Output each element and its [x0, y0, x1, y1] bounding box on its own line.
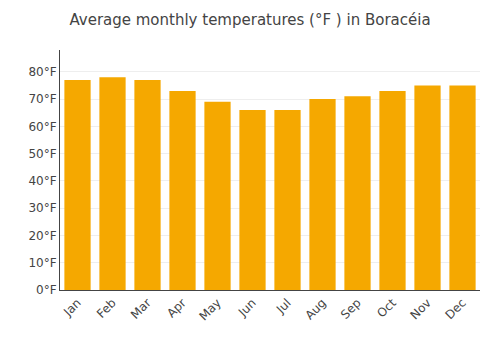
svg-text:Average monthly temperatures (: Average monthly temperatures (°F ) in Bo…	[69, 11, 430, 29]
svg-text:Jan: Jan	[60, 296, 84, 320]
svg-text:Aug: Aug	[302, 296, 328, 322]
svg-text:Jul: Jul	[273, 296, 294, 317]
svg-text:50°F: 50°F	[28, 147, 56, 161]
svg-text:10°F: 10°F	[28, 256, 56, 270]
svg-text:60°F: 60°F	[28, 120, 56, 134]
svg-text:May: May	[196, 296, 223, 323]
svg-text:Mar: Mar	[128, 296, 154, 322]
svg-text:80°F: 80°F	[28, 65, 56, 79]
svg-text:Jun: Jun	[235, 296, 259, 320]
svg-text:70°F: 70°F	[28, 92, 56, 106]
svg-text:20°F: 20°F	[28, 229, 56, 243]
svg-text:Sep: Sep	[338, 296, 364, 322]
svg-text:Nov: Nov	[407, 296, 433, 322]
svg-text:Dec: Dec	[443, 296, 469, 322]
svg-text:Oct: Oct	[374, 296, 399, 321]
svg-text:30°F: 30°F	[28, 201, 56, 215]
svg-text:Feb: Feb	[94, 296, 119, 321]
svg-text:40°F: 40°F	[28, 174, 56, 188]
svg-text:0°F: 0°F	[36, 283, 57, 297]
svg-text:Apr: Apr	[164, 296, 189, 321]
